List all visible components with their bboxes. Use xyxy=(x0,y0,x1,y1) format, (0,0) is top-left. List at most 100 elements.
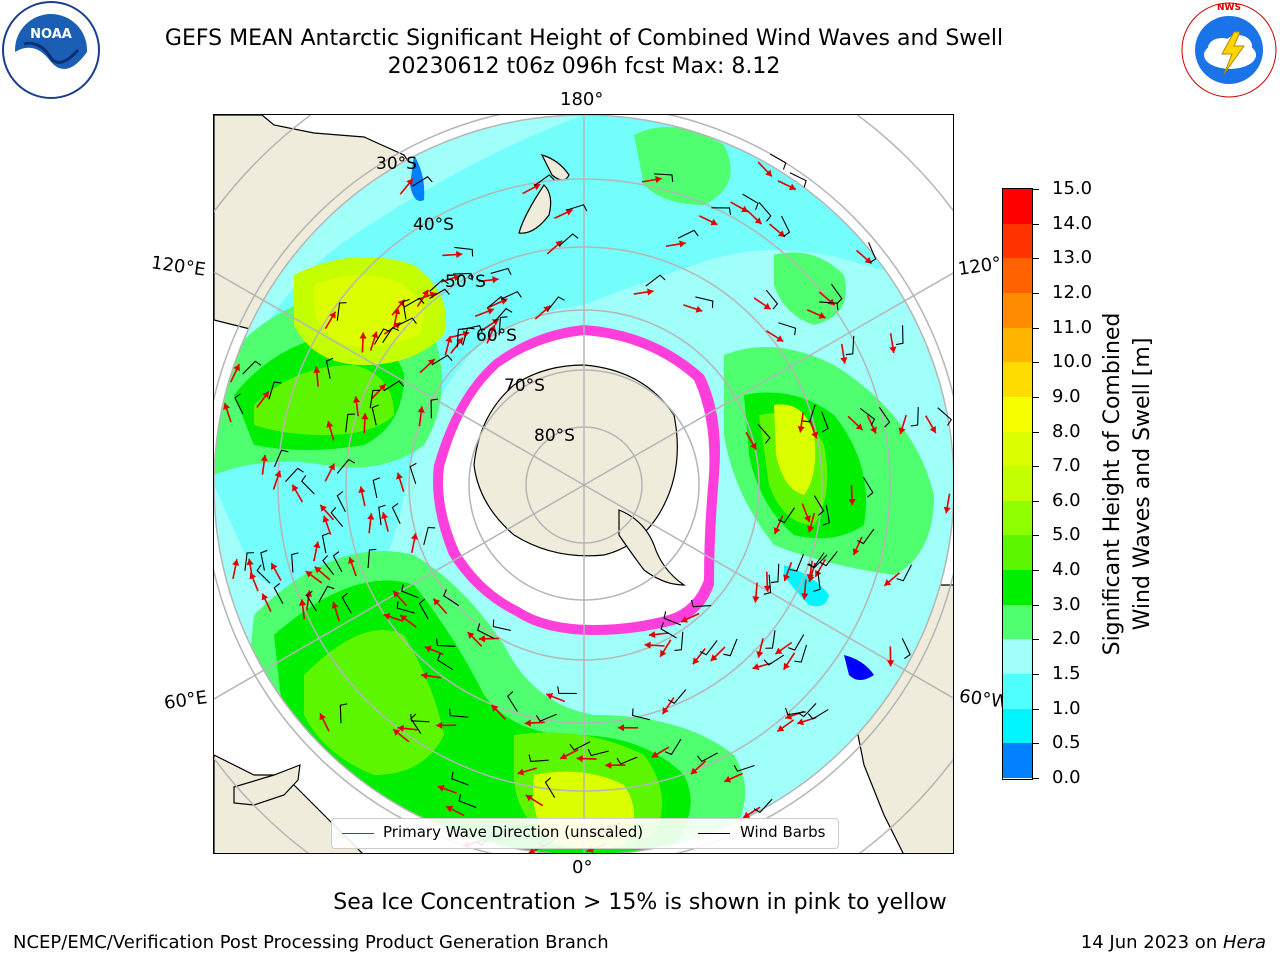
wind-barbs xyxy=(234,153,952,848)
colorbar-tick-label: 14.0 xyxy=(1052,212,1093,234)
wave-arrow-head xyxy=(271,562,278,570)
wind-barb xyxy=(336,491,346,513)
wind-barb xyxy=(367,548,377,569)
lon-label-0: 0° xyxy=(572,857,593,878)
colorbar-tick-label: 0.5 xyxy=(1052,732,1081,754)
colorbar-band xyxy=(1003,258,1032,294)
wave-arrow-head xyxy=(750,442,757,450)
chart-title: GEFS MEAN Antarctic Significant Height o… xyxy=(164,26,1004,51)
wave-arrow-head xyxy=(647,288,654,296)
colorbar-tickmark xyxy=(1033,639,1039,641)
wind-barb xyxy=(493,307,513,323)
wind-barb xyxy=(500,290,522,300)
wind-barb xyxy=(372,477,380,499)
wind-barb xyxy=(845,335,855,356)
colorbar-tickmark xyxy=(1033,604,1039,606)
wind-barb xyxy=(862,476,874,498)
wave-arrow-head xyxy=(322,515,330,523)
colorbar-tick-label: 1.5 xyxy=(1052,663,1081,685)
colorbar-tickmark xyxy=(1033,743,1039,745)
colorbar-tickmark xyxy=(1033,674,1039,676)
wave-arrow-head xyxy=(651,751,659,758)
wind-barb xyxy=(391,502,401,524)
wind-barb xyxy=(410,713,430,723)
wind-barb xyxy=(808,554,828,569)
colorbar-band xyxy=(1003,431,1032,467)
wind-barb xyxy=(566,204,588,212)
wave-arrow-head xyxy=(681,616,688,623)
wave-arrow-head xyxy=(417,406,425,413)
colorbar-tick-label: 10.0 xyxy=(1052,351,1093,373)
wave-arrow-head xyxy=(233,364,240,372)
wave-arrow-head xyxy=(320,504,327,512)
wave-arrow-head xyxy=(326,421,334,428)
wave-arrow-head xyxy=(655,175,662,184)
wind-barb xyxy=(763,654,785,666)
wave-arrow-head xyxy=(560,752,568,760)
wind-barb xyxy=(452,272,473,281)
wave-arrow-head xyxy=(478,635,485,643)
colorbar-band xyxy=(1003,743,1032,779)
wave-arrow-head xyxy=(381,512,389,520)
wind-barb xyxy=(807,709,829,720)
lat-label-70s: 70°S xyxy=(504,376,545,396)
colorbar-tick-label: 0.0 xyxy=(1052,767,1081,788)
wave-arrow-head xyxy=(763,585,771,592)
wind-barb xyxy=(695,296,714,309)
wind-barb xyxy=(664,738,682,756)
wave-arrow-head xyxy=(756,651,764,658)
wind-barb xyxy=(409,462,417,484)
colorbar-tick-label: 3.0 xyxy=(1052,593,1081,615)
wave-arrow-head xyxy=(797,718,804,726)
wave-arrow-head xyxy=(352,396,361,403)
wind-barb xyxy=(268,381,282,400)
wind-barb xyxy=(436,653,454,671)
wave-arrow-head xyxy=(261,593,269,601)
lon-gridlines xyxy=(214,115,953,853)
lat-label-50s: 50°S xyxy=(445,272,486,292)
wind-barb xyxy=(697,752,718,763)
wind-barb xyxy=(345,413,355,433)
wind-barb xyxy=(336,458,356,474)
colorbar-tick-label: 13.0 xyxy=(1052,247,1093,269)
wind-barb xyxy=(859,407,876,426)
wind-barb xyxy=(401,584,419,599)
colorbar-tick-label: 2.0 xyxy=(1052,628,1081,650)
wave-arrow-head xyxy=(223,403,231,410)
wind-barb xyxy=(901,638,911,660)
wave-arrow-head xyxy=(852,548,860,556)
wind-barb xyxy=(711,207,732,215)
wind-barb xyxy=(429,278,449,292)
wave-arrow-head xyxy=(943,506,951,514)
wave-arrow-head xyxy=(827,298,835,306)
wave-arrow-head xyxy=(776,335,784,342)
wind-barb xyxy=(691,599,712,608)
wind-barb xyxy=(332,551,343,573)
colorbar-band xyxy=(1003,674,1032,710)
wave-arrow-head xyxy=(378,384,386,392)
wind-barb xyxy=(937,407,952,426)
colorbar-tick-label: 11.0 xyxy=(1052,316,1093,338)
wave-arrow-head xyxy=(724,775,732,783)
wind-barb xyxy=(443,589,460,607)
wind-barb xyxy=(797,702,817,718)
colorbar-tickmark xyxy=(1033,708,1039,710)
wind-barb xyxy=(461,325,483,333)
wave-arrow-head xyxy=(773,527,781,535)
wind-barb xyxy=(667,689,687,704)
wave-arrow-head xyxy=(383,613,391,620)
wind-barb xyxy=(558,233,579,247)
lon-label-120e: 120°E xyxy=(149,252,207,281)
lat-label-30s: 30°S xyxy=(376,154,417,174)
wave-arrow-head xyxy=(783,662,790,670)
wind-barb xyxy=(431,354,453,366)
wind-barb xyxy=(868,242,877,264)
wave-arrow-head xyxy=(870,426,877,434)
colorbar-tickmark xyxy=(1033,362,1039,364)
wind-barb xyxy=(896,564,912,582)
wave-arrow-head xyxy=(586,845,594,853)
wind-barb xyxy=(423,526,436,545)
wind-barb xyxy=(742,193,759,211)
wave-arrow-head xyxy=(797,426,805,433)
wave-arrow-head xyxy=(422,289,429,297)
